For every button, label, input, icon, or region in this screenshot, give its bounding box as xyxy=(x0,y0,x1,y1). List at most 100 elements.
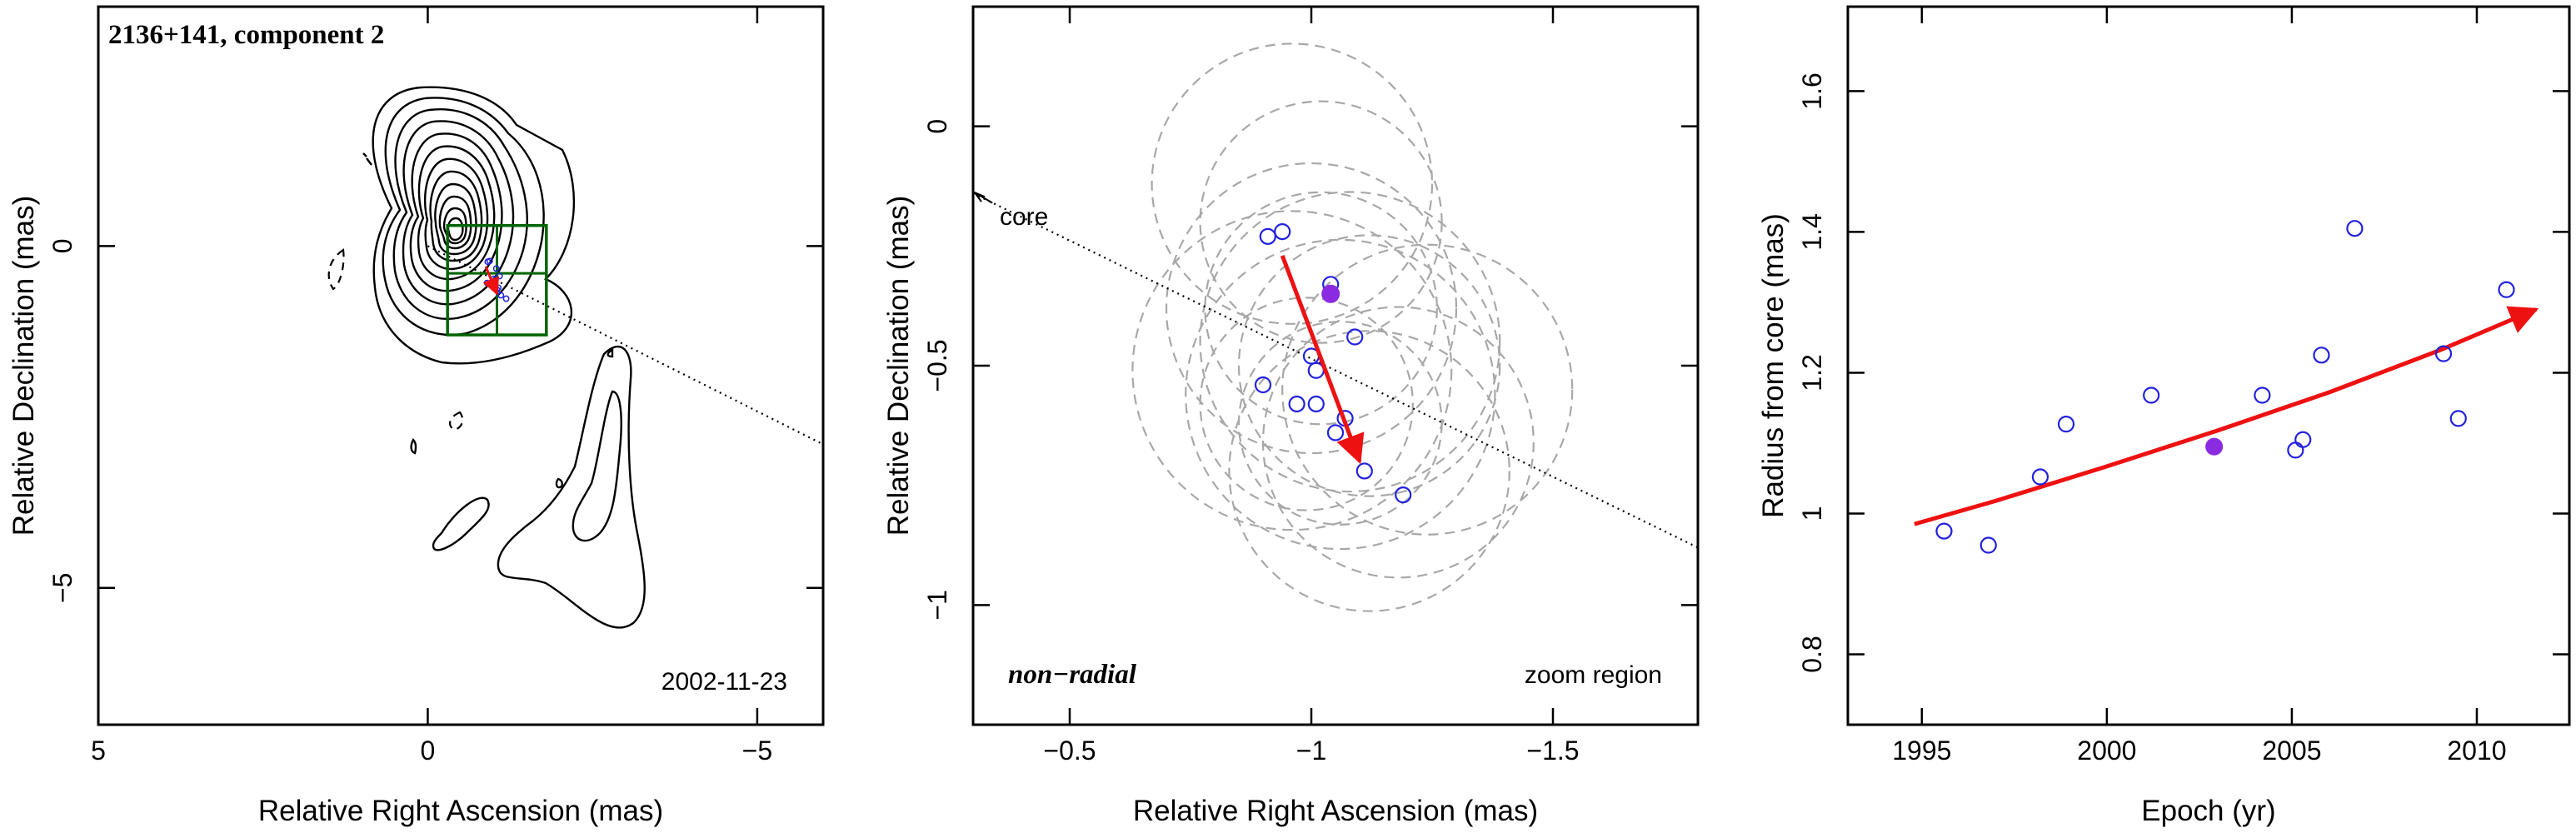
position-point-filled xyxy=(1321,284,1340,303)
jet-contour-blob xyxy=(432,496,490,551)
x-tick-label: −5 xyxy=(742,736,772,766)
error-circle xyxy=(1237,321,1443,526)
contour-level-3 xyxy=(392,107,528,321)
small-contour-right xyxy=(607,347,614,358)
radius-point xyxy=(2434,345,2453,362)
position-point xyxy=(1395,486,1412,504)
contour-level-1 xyxy=(372,86,576,365)
component-marker xyxy=(492,265,500,272)
y-tick-label: 0 xyxy=(47,238,77,253)
x-axis-ticks: 1995 2000 2005 2010 xyxy=(1892,7,2507,766)
y-tick-label: 1 xyxy=(1797,506,1827,521)
error-circle xyxy=(1228,330,1510,612)
core-contours xyxy=(372,86,576,365)
contour-level-4 xyxy=(402,120,515,306)
y-axis-label: Radius from core (mas) xyxy=(1757,213,1790,518)
negative-contour-low xyxy=(449,411,464,431)
y-axis-label: Relative Declination (mas) xyxy=(882,196,915,536)
motion-vector-arrow xyxy=(482,266,500,296)
radius-point xyxy=(2313,347,2330,364)
zoom-plot-area xyxy=(973,42,1698,612)
radius-point xyxy=(2498,281,2515,298)
jet-contour-tiny xyxy=(555,477,563,489)
jet-contour-inner xyxy=(572,390,622,542)
radius-point xyxy=(2031,468,2049,486)
y-axis-ticks: 0.8 1 1.2 1.4 1.6 xyxy=(1797,72,2569,673)
jet-contour-outer xyxy=(497,345,646,629)
x-tick-label: 5 xyxy=(91,736,106,766)
plot-frame xyxy=(1846,5,2571,726)
small-contour-top xyxy=(362,152,372,166)
x-axis-label: Relative Right Ascension (mas) xyxy=(258,795,663,827)
y-axis-label: Relative Declination (mas) xyxy=(7,196,40,536)
x-tick-label: 2010 xyxy=(2447,736,2506,766)
radius-point xyxy=(2057,416,2075,433)
y-tick-label: −1 xyxy=(922,590,952,620)
component-marker xyxy=(486,257,493,265)
position-point xyxy=(1326,424,1345,441)
position-point xyxy=(1355,462,1373,480)
panel-zoom-region: −0.5 −1 −1.5 0 −0.5 −1 core non−radial zoom … xyxy=(882,5,1700,827)
error-circle xyxy=(1281,243,1574,536)
y-tick-label: −5 xyxy=(47,573,77,603)
position-point xyxy=(1274,222,1291,241)
core-pointer-head xyxy=(973,191,986,202)
error-circle xyxy=(1237,234,1501,497)
contour-level-6 xyxy=(417,145,496,281)
core-direction-line xyxy=(427,245,823,446)
radius-point xyxy=(2294,431,2312,448)
radius-point xyxy=(2287,441,2304,459)
contour-level-10 xyxy=(438,195,472,250)
core-annotation: core xyxy=(1000,203,1048,231)
chart-title: 2136+141, component 2 xyxy=(108,20,384,50)
contour-level-8 xyxy=(429,170,483,262)
radius-point xyxy=(1935,522,1953,540)
x-axis-ticks: 5 0 −5 xyxy=(91,7,772,766)
position-point xyxy=(1307,395,1325,413)
y-tick-label: 1.6 xyxy=(1797,72,1827,109)
contour-plot-area xyxy=(327,86,823,629)
position-points xyxy=(973,191,1412,504)
position-point xyxy=(1288,395,1305,413)
x-tick-label: 1995 xyxy=(1892,736,1951,766)
error-circle xyxy=(1261,306,1535,579)
error-circle xyxy=(1199,100,1443,344)
x-tick-label: −1 xyxy=(1296,736,1326,766)
plot-frame xyxy=(971,5,1700,726)
non-radial-annotation: non−radial xyxy=(1008,660,1137,690)
y-tick-label: 0 xyxy=(922,119,952,134)
position-point xyxy=(1259,227,1276,245)
x-tick-label: 2000 xyxy=(2077,736,2136,766)
x-axis-label: Relative Right Ascension (mas) xyxy=(1133,795,1538,827)
y-axis-ticks: 0 −0.5 −1 xyxy=(922,119,1698,621)
y-tick-label: 0.8 xyxy=(1797,636,1827,672)
fit-curve-arrow xyxy=(1914,306,2539,526)
error-circles xyxy=(1131,42,1574,612)
small-contour-isolated xyxy=(410,437,417,455)
error-circle xyxy=(1131,210,1453,531)
contour-level-5 xyxy=(409,132,503,292)
radius-plot-area xyxy=(1914,220,2539,554)
x-axis-ticks: −0.5 −1 −1.5 xyxy=(1043,7,1580,766)
core-direction-line xyxy=(973,192,1698,549)
radius-point xyxy=(2449,410,2467,427)
radius-points xyxy=(1935,220,2515,554)
contour-level-9 xyxy=(434,182,477,256)
error-circle xyxy=(1204,191,1438,426)
radius-point xyxy=(2254,387,2271,404)
motion-vector-arrow xyxy=(1280,254,1365,465)
jet-contours xyxy=(432,345,646,629)
contour-level-12 xyxy=(447,217,464,242)
panel-contour-map: 5 0 −5 0 −5 2136+141, component 2 2002-11-2… xyxy=(7,5,825,827)
y-axis-ticks: 0 −5 xyxy=(47,238,823,603)
error-circle xyxy=(1165,162,1458,455)
negative-contour-left xyxy=(327,248,345,291)
x-tick-label: −0.5 xyxy=(1043,736,1096,766)
position-point xyxy=(1346,328,1364,346)
y-tick-label: −0.5 xyxy=(922,339,952,392)
radius-point xyxy=(2143,387,2160,404)
plot-frame xyxy=(97,5,825,726)
epoch-date-label: 2002-11-23 xyxy=(661,668,787,696)
error-circle xyxy=(1199,297,1414,511)
